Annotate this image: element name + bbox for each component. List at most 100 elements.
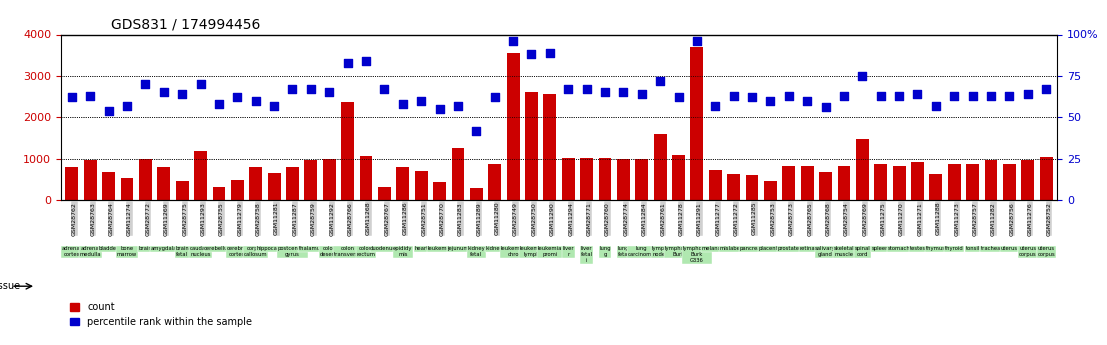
Text: GSM11294: GSM11294 [568,202,573,236]
Point [449,103,467,108]
Point [689,38,706,44]
Text: GSM28749: GSM28749 [513,202,518,236]
Text: colon
desend: colon desend [320,246,339,257]
Text: pancreas: pancreas [739,246,764,252]
Bar [469,188,483,200]
Text: GSM11292: GSM11292 [329,202,334,236]
Text: GSM11280: GSM11280 [495,202,499,235]
Point [210,101,228,107]
Bar [65,167,79,200]
Text: colon
rectum: colon rectum [356,246,375,257]
Text: GSM11285: GSM11285 [752,202,757,235]
Text: kidney
fetal: kidney fetal [467,246,485,257]
Bar [911,161,924,200]
Text: duodenum: duodenum [370,246,399,252]
Text: GSM11278: GSM11278 [679,202,683,236]
Text: lymphoma
Burk: lymphoma Burk [664,246,693,257]
Point [578,86,596,92]
Text: lymphoma
Burk
G336: lymphoma Burk G336 [683,246,711,263]
Bar [102,172,115,200]
Text: GSM28775: GSM28775 [183,202,187,236]
Text: brain
fetal: brain fetal [175,246,189,257]
Bar [121,178,134,200]
Text: leukemia
promi: leukemia promi [538,246,562,257]
Point [1018,91,1036,97]
Bar [948,164,961,200]
Bar [286,167,299,200]
Text: GSM28758: GSM28758 [256,202,261,236]
Text: GSM11287: GSM11287 [292,202,298,236]
Text: GSM28760: GSM28760 [606,202,610,236]
Text: GSM11268: GSM11268 [366,202,371,235]
Text: postcentral
gyrus: postcentral gyrus [278,246,308,257]
Point [597,90,614,95]
Point [670,95,687,100]
Text: adrenal
medulla: adrenal medulla [80,246,101,257]
Point [743,95,761,100]
Bar [672,155,685,200]
Point [174,91,192,97]
Text: GSM28751: GSM28751 [421,202,426,236]
Text: GSM11274: GSM11274 [127,202,132,236]
Bar [708,170,722,200]
Text: GSM28772: GSM28772 [145,202,151,236]
Point [835,93,852,99]
Text: GSM28764: GSM28764 [108,202,114,236]
Point [431,106,448,112]
Text: colon
transverse: colon transverse [333,246,362,257]
Text: GSM11290: GSM11290 [550,202,555,236]
Text: GSM11293: GSM11293 [200,202,206,236]
Point [375,86,393,92]
Bar [360,156,372,200]
Point [467,128,485,133]
Bar [838,166,850,200]
Point [706,103,724,108]
Text: lung
fetal: lung fetal [618,246,630,257]
Text: GDS831 / 174994456: GDS831 / 174994456 [111,18,260,32]
Point [614,90,632,95]
Point [909,91,927,97]
Text: uterus: uterus [1001,246,1018,252]
Point [725,93,743,99]
Text: adrenal
cortex: adrenal cortex [62,246,82,257]
Text: epididy
mis: epididy mis [393,246,413,257]
Point [651,78,669,83]
Text: lung
g: lung g [599,246,611,257]
Point [890,93,908,99]
Text: GSM28767: GSM28767 [384,202,390,236]
Point [118,103,136,108]
Point [559,86,577,92]
Text: leukemia
lymph: leukemia lymph [519,246,544,257]
Text: GSM11288: GSM11288 [935,202,941,235]
Text: GSM28765: GSM28765 [807,202,813,236]
Text: GSM11270: GSM11270 [899,202,904,236]
Legend: count, percentile rank within the sample: count, percentile rank within the sample [65,298,256,331]
Bar [452,148,464,200]
Text: salivary
gland: salivary gland [815,246,836,257]
Point [982,93,1000,99]
Bar [691,47,703,200]
Point [1037,86,1055,92]
Point [82,93,100,99]
Bar [396,167,410,200]
Text: GSM11272: GSM11272 [734,202,738,236]
Text: brain: brain [138,246,153,252]
Text: GSM11289: GSM11289 [476,202,482,236]
Bar [157,167,170,200]
Point [945,93,963,99]
Text: GSM28754: GSM28754 [844,202,849,236]
Text: tissue: tissue [0,281,21,291]
Bar [654,134,666,200]
Bar [561,158,575,200]
Point [853,73,871,79]
Bar [580,158,593,200]
Point [283,86,301,92]
Bar [800,166,814,200]
Text: thyroid: thyroid [945,246,963,252]
Point [155,90,173,95]
Bar [194,151,207,200]
Bar [304,160,318,200]
Text: bladder: bladder [99,246,118,252]
Point [964,93,982,99]
Text: GSM11286: GSM11286 [403,202,407,235]
